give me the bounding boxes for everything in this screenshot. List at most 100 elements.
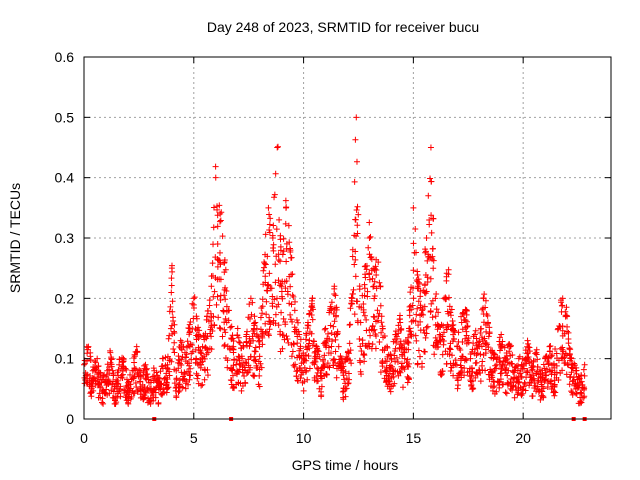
data-point xyxy=(393,339,400,346)
data-point xyxy=(581,385,588,392)
data-point xyxy=(415,298,422,305)
data-point xyxy=(305,353,312,360)
data-point xyxy=(417,353,424,360)
data-point xyxy=(415,347,422,354)
data-point xyxy=(227,324,234,331)
data-point xyxy=(490,355,497,362)
data-point xyxy=(569,391,576,398)
data-point xyxy=(573,367,580,374)
data-point xyxy=(263,298,270,305)
data-point xyxy=(432,313,439,320)
data-point xyxy=(352,136,359,143)
data-point xyxy=(439,336,446,343)
data-point xyxy=(328,299,335,306)
data-point xyxy=(114,394,121,401)
data-point xyxy=(580,366,587,373)
data-point xyxy=(384,353,391,360)
data-point xyxy=(301,364,308,371)
x-tick-label: 0 xyxy=(80,430,88,446)
data-point xyxy=(120,356,127,363)
data-point xyxy=(239,363,246,370)
data-point xyxy=(200,332,207,339)
data-point xyxy=(263,311,270,318)
data-point xyxy=(518,391,525,398)
data-point xyxy=(292,298,299,305)
data-point xyxy=(266,318,273,325)
data-point xyxy=(378,319,385,326)
data-point xyxy=(127,371,134,378)
data-point xyxy=(542,354,549,361)
data-point xyxy=(438,321,445,328)
data-point xyxy=(214,223,221,230)
data-point xyxy=(544,383,551,390)
data-point xyxy=(270,241,277,248)
data-point xyxy=(166,368,173,375)
data-point xyxy=(257,326,264,333)
data-point xyxy=(282,318,289,325)
data-point xyxy=(311,338,318,345)
data-point xyxy=(279,251,286,258)
data-point xyxy=(185,381,192,388)
data-point xyxy=(118,372,125,379)
data-point xyxy=(95,363,102,370)
data-point xyxy=(360,300,367,307)
data-point xyxy=(365,340,372,347)
data-point xyxy=(108,355,115,362)
data-point xyxy=(346,340,353,347)
data-point xyxy=(284,335,291,342)
data-point xyxy=(148,377,155,384)
data-point xyxy=(253,325,260,332)
data-point xyxy=(575,384,582,391)
data-point xyxy=(325,330,332,337)
data-point xyxy=(503,356,510,363)
data-point xyxy=(168,322,175,329)
data-point xyxy=(223,319,230,326)
data-point xyxy=(376,279,383,286)
data-point xyxy=(217,276,224,283)
data-point xyxy=(142,375,149,382)
data-point xyxy=(459,353,466,360)
data-point xyxy=(306,365,313,372)
data-point xyxy=(95,381,102,388)
data-point xyxy=(268,285,275,292)
data-point xyxy=(431,351,438,358)
data-point xyxy=(303,332,310,339)
data-point xyxy=(480,340,487,347)
data-point xyxy=(106,390,113,397)
data-point xyxy=(230,338,237,345)
data-point xyxy=(371,314,378,321)
data-point xyxy=(398,360,405,367)
data-point xyxy=(333,304,340,311)
data-point xyxy=(387,351,394,358)
data-point xyxy=(332,359,339,366)
data-point xyxy=(364,288,371,295)
data-point xyxy=(266,211,273,218)
data-point xyxy=(569,361,576,368)
data-point xyxy=(463,357,470,364)
data-point xyxy=(549,352,556,359)
data-point xyxy=(369,341,376,348)
data-point xyxy=(227,377,234,384)
data-point xyxy=(410,204,417,211)
data-point xyxy=(358,304,365,311)
data-point xyxy=(381,347,388,354)
data-point xyxy=(464,323,471,330)
data-point xyxy=(450,372,457,379)
data-point xyxy=(132,365,139,372)
data-point xyxy=(392,328,399,335)
data-point xyxy=(478,334,485,341)
data-point xyxy=(234,325,241,332)
data-point xyxy=(144,399,151,406)
data-point xyxy=(302,336,309,343)
data-point xyxy=(502,389,509,396)
data-point xyxy=(182,385,189,392)
data-point xyxy=(284,288,291,295)
data-point xyxy=(196,327,203,334)
data-point xyxy=(165,335,172,342)
data-point xyxy=(272,311,279,318)
data-point xyxy=(483,311,490,318)
data-point xyxy=(90,375,97,382)
data-point xyxy=(221,256,228,263)
data-point xyxy=(166,357,173,364)
data-point xyxy=(473,370,480,377)
